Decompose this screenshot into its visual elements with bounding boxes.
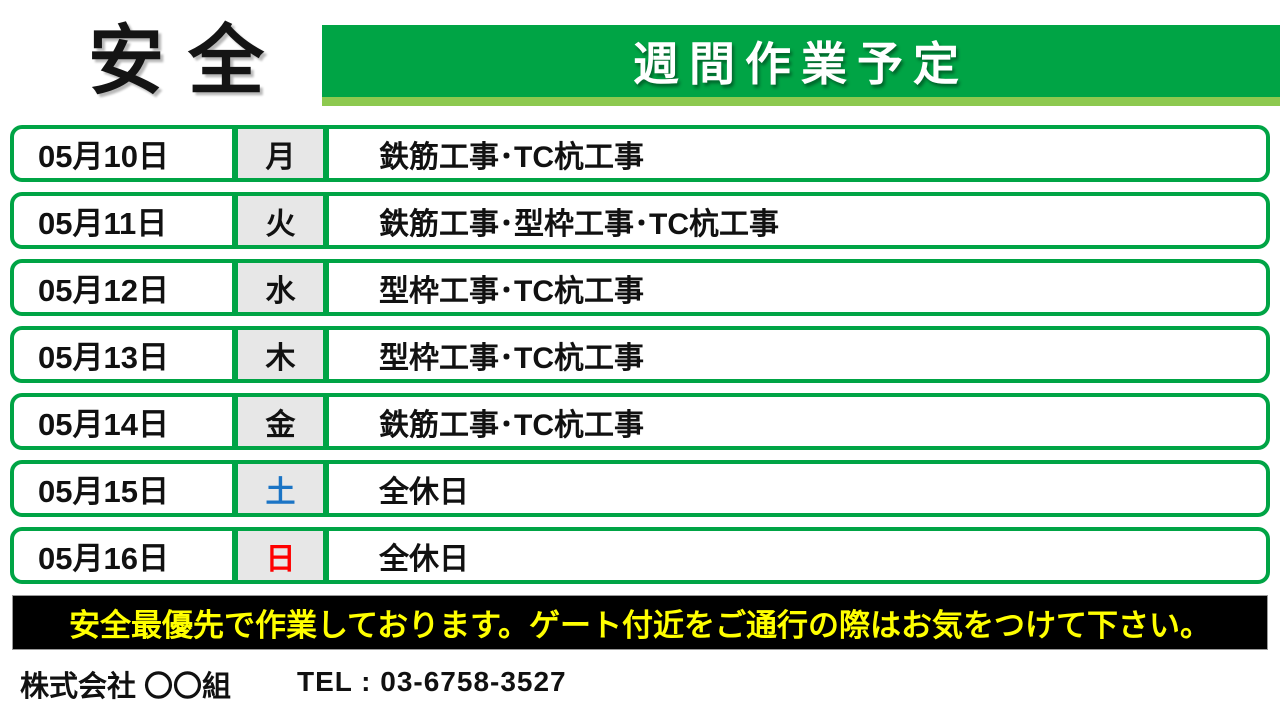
safety-notice-text: 安全最優先で作業しております。ゲート付近をご通行の際はお気をつけて下さい。 [68, 608, 1212, 643]
weekday-cell: 火 [232, 196, 329, 245]
date-cell: 05月11日 [38, 206, 168, 241]
weekday-cell: 木 [232, 330, 329, 379]
weekday-cell: 土 [232, 464, 329, 513]
weekday-cell: 水 [232, 263, 329, 312]
schedule-row: 05月12日 水 型枠工事･TC杭工事 [10, 259, 1270, 316]
work-cell: 全休日 [379, 542, 469, 576]
title-banner: 週間作業予定 [322, 25, 1280, 106]
safety-logo-left-char: 安 [88, 19, 164, 104]
work-cell: 全休日 [379, 475, 469, 509]
date-cell: 05月10日 [38, 139, 169, 174]
schedule-row: 05月11日 火 鉄筋工事･型枠工事･TC杭工事 [10, 192, 1270, 249]
page-title: 週間作業予定 [633, 38, 969, 90]
company-name: 株式会社 〇〇組 [20, 671, 232, 703]
schedule-row: 05月14日 金 鉄筋工事･TC杭工事 [10, 393, 1270, 450]
weekday-cell: 月 [232, 129, 329, 178]
work-cell: 型枠工事･TC杭工事 [379, 274, 644, 308]
safety-logo: 安 全 [45, 18, 307, 106]
weekday-cell: 日 [232, 531, 329, 580]
date-cell: 05月15日 [38, 474, 169, 509]
work-cell: 鉄筋工事･TC杭工事 [379, 408, 644, 442]
weekday-cell: 金 [232, 397, 329, 446]
date-cell: 05月12日 [38, 273, 169, 308]
schedule-row: 05月15日 土 全休日 [10, 460, 1270, 517]
safety-notice-banner: 安全最優先で作業しております。ゲート付近をご通行の際はお気をつけて下さい。 [12, 595, 1268, 650]
date-cell: 05月16日 [38, 541, 169, 576]
safety-logo-right-char: 全 [188, 19, 264, 104]
date-cell: 05月14日 [38, 407, 169, 442]
date-cell: 05月13日 [38, 340, 169, 375]
work-cell: 鉄筋工事･型枠工事･TC杭工事 [379, 207, 779, 241]
phone-number: TEL : 03-6758-3527 [297, 666, 567, 697]
schedule-table: 05月10日 月 鉄筋工事･TC杭工事 05月11日 火 鉄筋工事･型枠工事･T… [10, 125, 1270, 594]
work-cell: 鉄筋工事･TC杭工事 [379, 140, 644, 174]
work-cell: 型枠工事･TC杭工事 [379, 341, 644, 375]
schedule-row: 05月10日 月 鉄筋工事･TC杭工事 [10, 125, 1270, 182]
schedule-row: 05月16日 日 全休日 [10, 527, 1270, 584]
schedule-row: 05月13日 木 型枠工事･TC杭工事 [10, 326, 1270, 383]
